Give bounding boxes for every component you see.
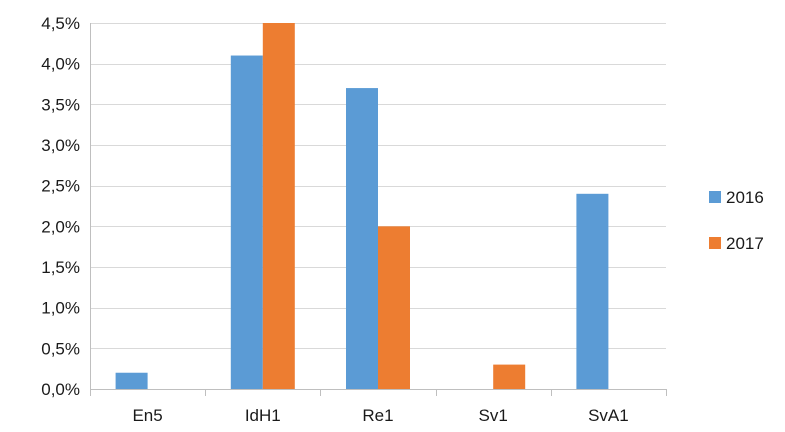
x-tick-label: IdH1 <box>245 406 281 425</box>
y-tick-label: 2,0% <box>41 217 80 236</box>
legend: 2016 2017 <box>709 188 764 253</box>
bar-Re1-2017 <box>378 226 410 389</box>
bar-IdH1-2016 <box>230 55 263 390</box>
y-tick-label: 4,0% <box>41 55 80 74</box>
y-tick-label: 2,5% <box>41 177 80 196</box>
y-tick-label: 3,5% <box>41 95 80 114</box>
bars <box>115 23 609 390</box>
y-tick-label: 0,5% <box>41 339 80 358</box>
legend-swatch-2016 <box>709 191 721 203</box>
legend-swatch-2017 <box>709 237 721 249</box>
y-tick-label: 1,5% <box>41 258 80 277</box>
y-tick-label: 4,5% <box>41 14 80 33</box>
bar-IdH1-2017 <box>262 23 295 389</box>
x-tick-label: Re1 <box>362 406 393 425</box>
y-tick-label: 0,0% <box>41 380 80 399</box>
y-tick-labels: 0,0% 0,5% 1,0% 1,5% 2,0% 2,5% 3,0% 3,5% 4,0% 4,5% <box>41 14 80 399</box>
legend-label-2016: 2016 <box>726 188 764 207</box>
x-tick-labels: En5 IdH1 Re1 Sv1 SvA1 <box>132 406 628 425</box>
x-tick-label: SvA1 <box>588 406 629 425</box>
axes <box>90 23 667 396</box>
x-tick-label: Sv1 <box>479 406 508 425</box>
legend-label-2017: 2017 <box>726 234 764 253</box>
x-tick-label: En5 <box>132 406 162 425</box>
y-tick-label: 1,0% <box>41 299 80 318</box>
bar-En5-2016 <box>115 372 148 389</box>
bar-Sv1-2017 <box>493 364 526 389</box>
y-tick-label: 3,0% <box>41 136 80 155</box>
bar-Re1-2016 <box>346 88 378 390</box>
bar-SvA1-2016 <box>576 193 609 389</box>
